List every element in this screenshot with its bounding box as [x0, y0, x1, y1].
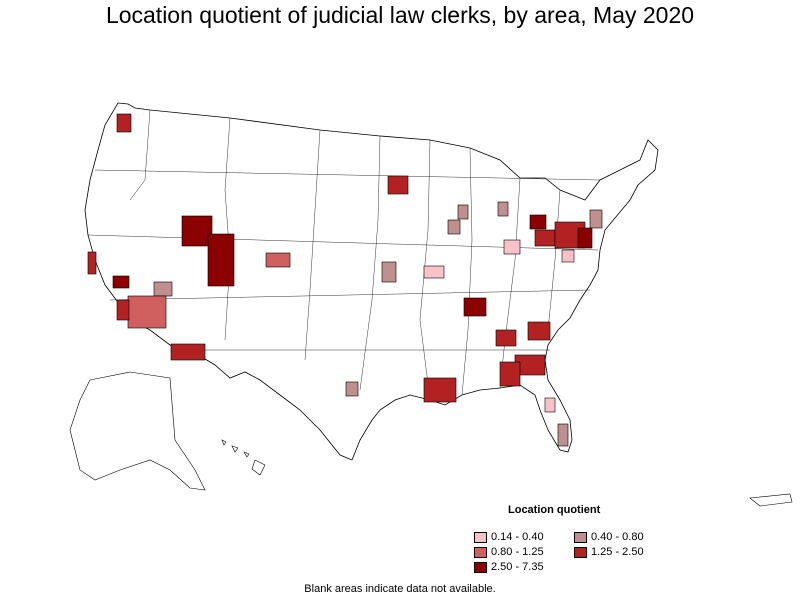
area-kansas	[381, 261, 397, 283]
area-arkansas	[463, 297, 487, 317]
puerto-rico	[749, 493, 793, 507]
map-title: Location quotient of judicial law clerks…	[105, 2, 695, 28]
legend-label-5: 2.50 - 7.35	[491, 561, 544, 573]
area-michigan	[497, 201, 509, 217]
legend-swatch-5	[474, 561, 487, 573]
legend-item-2: 0.40 - 0.80	[574, 531, 644, 543]
area-utah-north	[181, 215, 213, 247]
legend-swatch-4	[574, 546, 587, 558]
legend-item-3: 0.80 - 1.25	[474, 546, 544, 558]
legend-item-4: 1.25 - 2.50	[574, 546, 644, 558]
area-nyc	[589, 209, 603, 229]
area-florida-south	[557, 423, 569, 447]
area-colorado	[265, 252, 291, 268]
area-arizona	[127, 295, 167, 329]
legend-item-5: 2.50 - 7.35	[474, 561, 544, 573]
area-seattle	[116, 113, 132, 133]
legend-label-2: 0.40 - 0.80	[591, 531, 644, 543]
area-socal	[116, 299, 130, 321]
area-florida-north	[499, 361, 521, 387]
area-utah-central	[207, 233, 235, 287]
area-wisconsin	[457, 204, 469, 220]
area-indiana	[503, 239, 521, 255]
footnote: Blank areas indicate data not available.	[304, 583, 496, 595]
legend-label-4: 1.25 - 2.50	[591, 546, 644, 558]
area-nevada-south	[112, 275, 130, 289]
legend-title: Location quotient	[508, 504, 601, 516]
legend-swatch-1	[474, 531, 487, 543]
area-virginia	[561, 249, 575, 263]
area-florida-central	[544, 397, 556, 413]
alaska-outline	[69, 371, 206, 491]
area-nc	[527, 321, 551, 341]
area-sf-bay	[87, 251, 97, 275]
legend-item-1: 0.14 - 0.40	[474, 531, 544, 543]
area-ohio	[529, 214, 547, 230]
area-tucson	[170, 343, 206, 361]
area-georgia	[495, 329, 517, 347]
legend-label-1: 0.14 - 0.40	[491, 531, 544, 543]
highlighted-areas	[87, 113, 603, 447]
legend-swatch-3	[474, 546, 487, 558]
hawaii-islands	[221, 439, 266, 476]
legend-swatch-2	[574, 531, 587, 543]
area-minneapolis	[387, 175, 409, 195]
area-louisiana	[423, 377, 457, 403]
area-texas	[345, 381, 359, 397]
area-missouri	[423, 265, 445, 279]
area-arizona-north	[153, 281, 173, 297]
area-iowa	[447, 219, 461, 235]
legend-label-3: 0.80 - 1.25	[491, 546, 544, 558]
area-maryland	[577, 227, 593, 249]
area-ohio-south	[534, 229, 556, 247]
